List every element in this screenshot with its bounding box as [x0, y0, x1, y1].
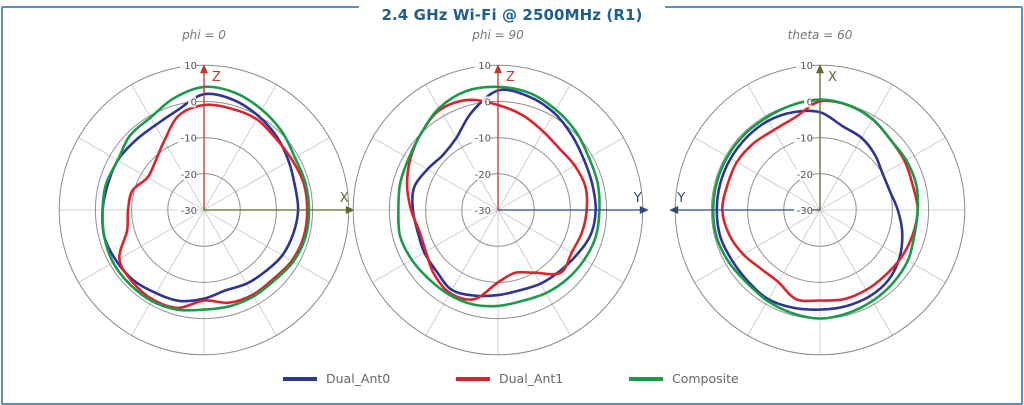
ring-label: 0 [191, 97, 197, 108]
legend-swatch-red [456, 376, 490, 381]
legend-label: Composite [672, 371, 739, 386]
chart-title: 2.4 GHz Wi-Fi @ 2500MHz (R1) [359, 6, 665, 24]
ring-label: 10 [184, 61, 197, 72]
arrow-right-icon [639, 206, 649, 214]
series-dual-ant1 [405, 98, 589, 301]
legend-swatch-blue [283, 376, 317, 381]
chart-frame: 2.4 GHz Wi-Fi @ 2500MHz (R1) [1, 6, 1023, 405]
series-composite [397, 85, 601, 308]
ring-label: 0 [485, 97, 491, 108]
series-composite [711, 98, 920, 320]
ring-label: -10 [181, 134, 197, 145]
chart-subtitle: phi = 90 [471, 28, 524, 42]
arrow-up-icon [494, 64, 502, 74]
polar-chart-2: phi = 90 Z Y 10 0 -10 -20 -30 [352, 28, 649, 356]
chart-subtitle: theta = 60 [788, 28, 853, 42]
arrow-up-icon [816, 64, 824, 74]
legend-swatch-green [629, 376, 663, 381]
ring-label: -20 [181, 170, 197, 181]
chart-subtitle: phi = 0 [181, 28, 226, 42]
polar-chart-1: phi = 0 Z X 10 0 -10 -20 -30 [58, 28, 355, 356]
ring-label: -20 [475, 170, 491, 181]
ring-label: 10 [478, 61, 491, 72]
polar-chart-3: theta = 60 X Y 10 0 -10 -20 -30 [669, 28, 966, 356]
legend-item-dual-ant1: Dual_Ant1 [456, 371, 563, 386]
series-dual-ant1 [720, 99, 919, 303]
ring-label: 0 [807, 97, 813, 108]
axis-label-y: Y [676, 191, 685, 206]
axis-label-z: Z [212, 70, 221, 85]
ring-label: -20 [797, 170, 813, 181]
legend-label: Dual_Ant0 [326, 371, 391, 386]
ring-label: -30 [797, 206, 813, 217]
legend-item-composite: Composite [629, 371, 739, 386]
legend-item-dual-ant0: Dual_Ant0 [283, 371, 390, 386]
series-dual-ant0 [101, 92, 300, 303]
arrow-up-icon [200, 64, 208, 74]
ring-label: -30 [181, 206, 197, 217]
axis-label-z: Z [506, 70, 515, 85]
series-dual-ant0 [715, 109, 904, 311]
series-composite [101, 85, 311, 312]
axis-label-x: X [828, 70, 837, 85]
ring-label: -30 [475, 206, 491, 217]
arrow-right-icon [345, 206, 355, 214]
ring-label: -10 [797, 134, 813, 145]
series-dual-ant0 [411, 88, 598, 298]
arrow-left-icon [669, 206, 679, 214]
series-dual-ant1 [118, 103, 309, 310]
legend: Dual_Ant0 Dual_Ant1 Composite [0, 371, 1024, 387]
axis-label-x: X [340, 191, 349, 206]
ring-label: 10 [800, 61, 813, 72]
axis-label-y: Y [633, 191, 642, 206]
ring-label: -10 [475, 134, 491, 145]
legend-label: Dual_Ant1 [499, 371, 564, 386]
